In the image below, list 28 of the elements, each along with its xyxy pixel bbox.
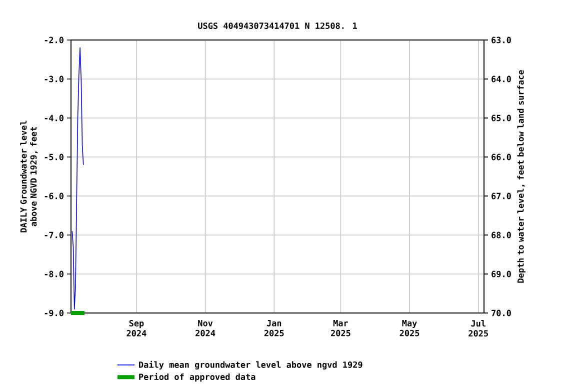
line-series — [72, 47, 84, 310]
x-tick-label: Jul 2025 — [468, 320, 488, 337]
y2-tick-label: 69.0 — [492, 270, 511, 278]
y2-tick-label: 63.0 — [492, 36, 511, 44]
legend-label: Period of approved data — [139, 373, 256, 382]
y-tick-label: -6.0 — [44, 192, 64, 200]
y-axis-title: DAILY Groundwater level above NGVD 1929, feet — [20, 120, 38, 232]
y-tick-label: -7.0 — [44, 232, 64, 238]
x-tick-label: Jan 2025 — [264, 320, 284, 336]
y-tick-label: -3.0 — [44, 76, 64, 82]
y2-tick-label: 66.0 — [492, 154, 511, 160]
y2-tick-label: 64.0 — [492, 76, 511, 82]
y2-axis-title: Depth to water level, feet below land surface — [517, 70, 526, 283]
chart-title: USGS 404943073414701 N 12508. 1 — [198, 22, 357, 29]
y2-tick-label: 65.0 — [492, 114, 511, 122]
x-tick-label: Sep 2024 — [126, 320, 146, 336]
y2-tick-label: 68.0 — [492, 232, 511, 238]
y-tick-label: -4.0 — [44, 114, 64, 122]
x-tick-label: Nov 2024 — [196, 320, 216, 336]
y-tick-label: -8.0 — [44, 270, 64, 278]
y-tick-label: -9.0 — [44, 310, 64, 316]
legend-label: Daily mean groundwater level above ngvd 1929 — [139, 360, 362, 370]
y-tick-label: -2.0 — [44, 36, 64, 44]
y2-tick-label: 70.0 — [492, 310, 511, 316]
x-tick-label: Mar 2025 — [330, 320, 350, 336]
y-tick-label: -5.0 — [44, 154, 64, 160]
x-tick-label: May 2025 — [400, 320, 420, 336]
y2-tick-label: 67.0 — [492, 192, 511, 200]
